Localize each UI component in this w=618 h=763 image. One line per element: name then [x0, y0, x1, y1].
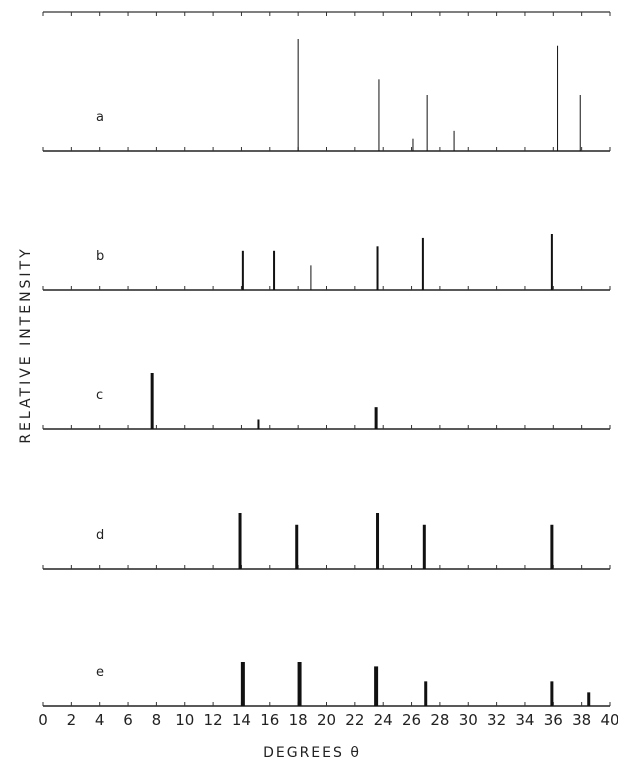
- panel-a: a: [42, 39, 611, 152]
- peak-bar: [376, 513, 380, 569]
- peak-bar: [426, 95, 428, 151]
- peak-bar: [378, 79, 380, 151]
- panels-group: a b c d e: [42, 11, 611, 707]
- x-tick-label: 6: [123, 711, 133, 729]
- x-tick-label: 20: [317, 711, 336, 729]
- x-tick-label: 40: [600, 711, 618, 729]
- peak-bar: [238, 513, 242, 569]
- x-tick-label: 32: [487, 711, 506, 729]
- x-tick-labels: 0 2 4 6 8 10 12 14 16 18 20 22 24 26 28 30 32 34 36 38 40: [38, 711, 618, 729]
- x-tick-label: 24: [374, 711, 393, 729]
- peak-bar: [422, 524, 426, 569]
- peak-bar: [297, 39, 299, 151]
- panel-b: b: [42, 234, 611, 291]
- panel-label: a: [96, 110, 104, 125]
- peak-bar: [453, 130, 455, 151]
- x-tick-label: 38: [572, 711, 591, 729]
- x-tick-label: 30: [459, 711, 478, 729]
- x-axis-title: DEGREES θ: [263, 745, 361, 761]
- panel-e: e: [42, 662, 611, 707]
- peak-bar: [374, 666, 379, 706]
- x-tick-label: 28: [430, 711, 449, 729]
- peak-bar: [412, 138, 414, 151]
- x-tick-label: 4: [95, 711, 105, 729]
- panel-c: c: [42, 373, 611, 430]
- x-tick-label: 12: [204, 711, 223, 729]
- peak-bar: [424, 681, 428, 706]
- peak-bar: [376, 246, 379, 290]
- x-tick-label: 0: [38, 711, 48, 729]
- x-tick-label: 26: [402, 711, 421, 729]
- x-tick-label: 8: [152, 711, 162, 729]
- x-tick-label: 10: [175, 711, 194, 729]
- peak-bar: [241, 250, 244, 290]
- peak-bar: [550, 524, 554, 569]
- x-tick-label: 36: [544, 711, 563, 729]
- peak-bar: [257, 419, 260, 429]
- x-tick-label: 34: [515, 711, 534, 729]
- x-tick-label: 22: [345, 711, 364, 729]
- peak-bar: [374, 407, 378, 429]
- y-axis-title: RELATIVE INTENSITY: [18, 246, 34, 443]
- panel-label: c: [96, 388, 103, 403]
- peak-bar: [273, 250, 276, 290]
- peak-bar: [297, 662, 302, 706]
- peak-bar: [295, 524, 299, 569]
- panel-label: b: [96, 249, 104, 264]
- peak-bar: [587, 692, 591, 706]
- peak-bar: [150, 373, 154, 429]
- panel-label: d: [96, 528, 104, 543]
- peak-bar: [421, 237, 424, 290]
- x-tick-label: 18: [289, 711, 308, 729]
- peak-bar: [310, 265, 312, 290]
- peak-bar: [579, 95, 581, 151]
- peak-bar: [550, 234, 553, 290]
- x-tick-label: 16: [260, 711, 279, 729]
- x-tick-label: 2: [67, 711, 77, 729]
- peak-bar: [550, 681, 554, 706]
- panel-d: d: [42, 513, 611, 570]
- peak-bar: [557, 45, 559, 151]
- panel-label: e: [96, 665, 104, 680]
- peak-bar: [240, 662, 245, 706]
- x-tick-label: 14: [232, 711, 251, 729]
